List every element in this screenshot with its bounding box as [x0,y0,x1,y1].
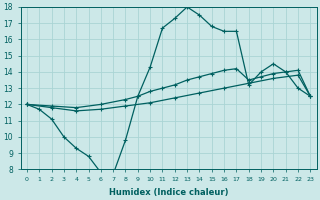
X-axis label: Humidex (Indice chaleur): Humidex (Indice chaleur) [109,188,228,197]
